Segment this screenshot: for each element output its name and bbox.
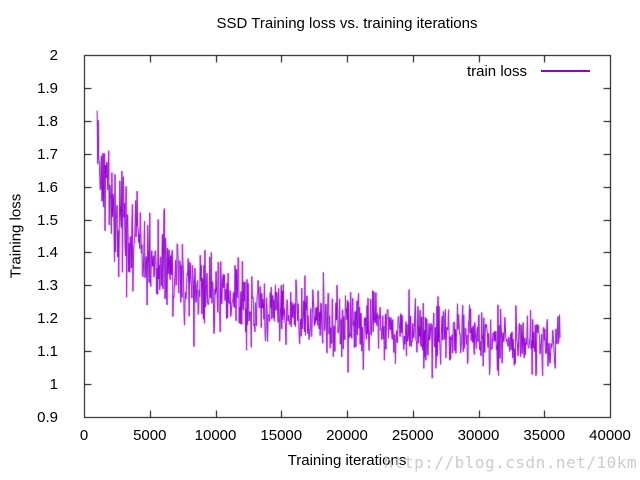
y-tick-label: 1.6: [37, 178, 58, 196]
y-tick-label: 1.3: [37, 277, 58, 295]
x-tick-label: 5000: [133, 427, 167, 444]
x-tick-label: 15000: [260, 427, 303, 444]
chart-title: SSD Training loss vs. training iteration…: [216, 15, 478, 32]
legend-label: train loss: [466, 62, 527, 80]
y-tick-label: 1.2: [37, 310, 58, 328]
x-axis-label: Training iterations: [287, 452, 407, 469]
x-tick-label: 35000: [523, 427, 566, 444]
x-tick-label: 10000: [194, 427, 237, 444]
watermark: http://blog.csdn.net/10km: [383, 453, 637, 472]
y-tick-label: 1.1: [37, 343, 58, 361]
x-tick-label: 40000: [589, 427, 631, 444]
legend: train loss: [84, 62, 590, 80]
y-tick-label: 2: [49, 47, 58, 64]
y-axis-label: Training loss: [7, 193, 25, 279]
x-tick-label: 0: [79, 427, 89, 444]
x-tick-label: 25000: [391, 427, 434, 444]
y-tick-label: 1.7: [37, 145, 58, 163]
y-tick-label: 1.8: [37, 112, 58, 130]
legend-line-sample: [541, 70, 590, 72]
y-tick-label: 1.5: [37, 211, 58, 229]
x-tick-label: 30000: [457, 427, 500, 444]
y-tick-label: 1: [49, 376, 58, 394]
y-tick-label: 1.9: [37, 79, 58, 97]
x-tick-label: 20000: [326, 427, 368, 444]
y-tick-label: 0.9: [37, 409, 58, 426]
y-tick-label: 1.4: [37, 244, 58, 262]
